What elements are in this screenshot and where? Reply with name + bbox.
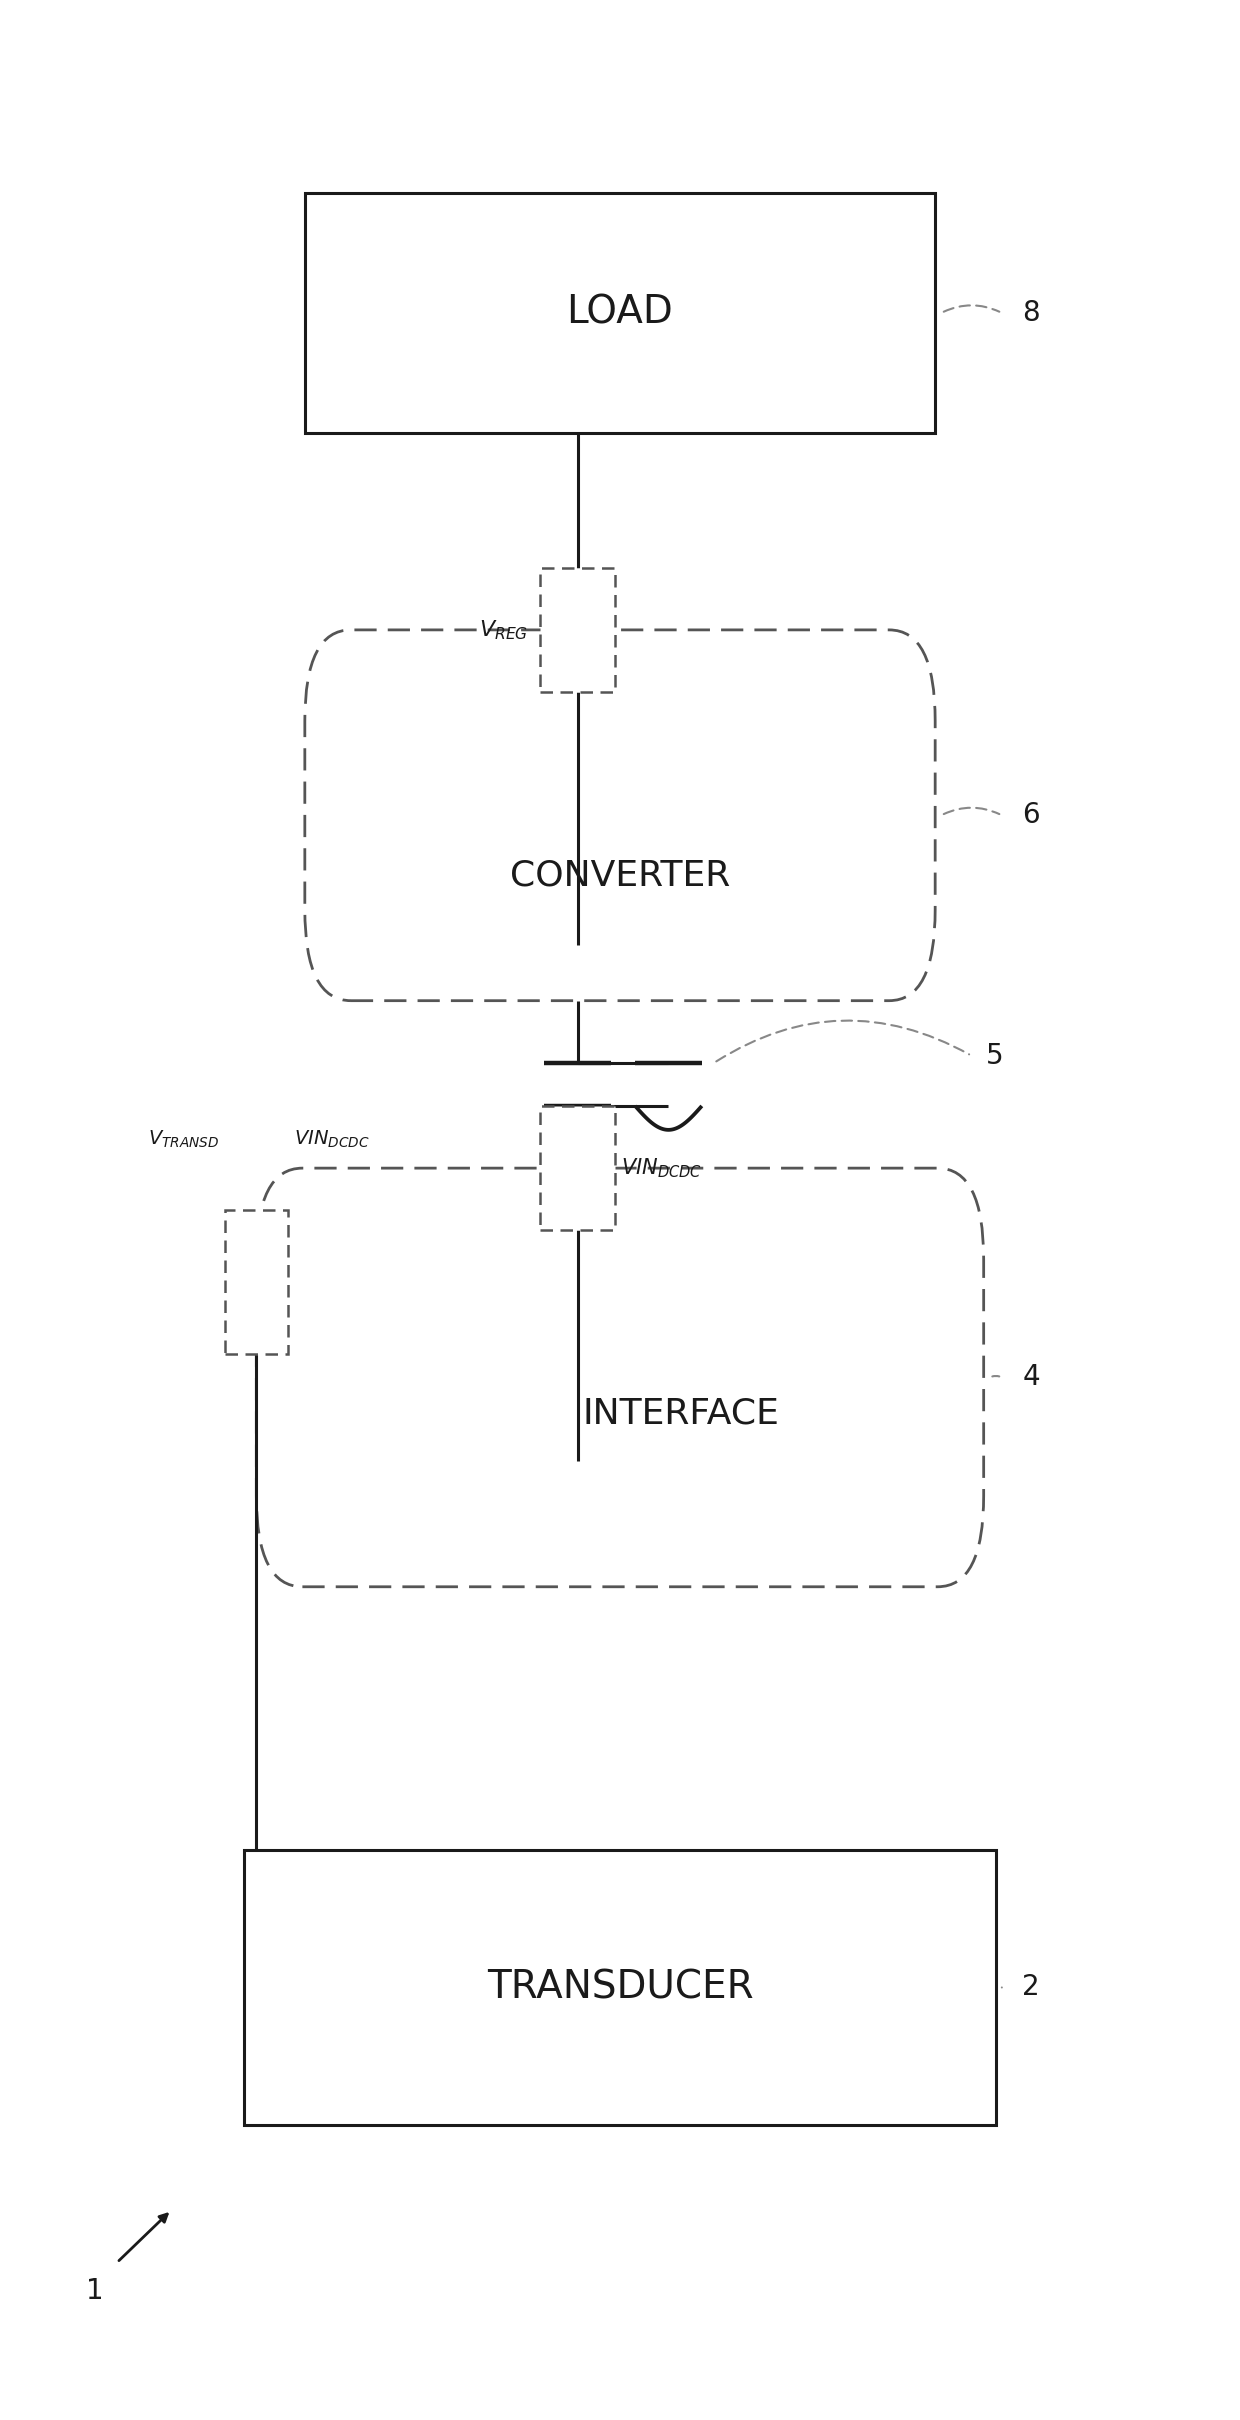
Text: LOAD: LOAD <box>567 293 673 332</box>
Text: $V_{TRANSD}$: $V_{TRANSD}$ <box>148 1128 218 1150</box>
Text: TRANSDUCER: TRANSDUCER <box>486 1967 754 2006</box>
Text: 1: 1 <box>87 2277 104 2306</box>
Text: $VIN_{DCDC}$: $VIN_{DCDC}$ <box>294 1128 370 1150</box>
Text: $V_{REG}$: $V_{REG}$ <box>479 617 528 641</box>
FancyBboxPatch shape <box>305 629 935 1002</box>
Bar <box>224 1210 288 1353</box>
Text: 6: 6 <box>1023 801 1040 830</box>
Text: CONVERTER: CONVERTER <box>510 859 730 893</box>
FancyBboxPatch shape <box>257 1169 983 1588</box>
Bar <box>539 569 615 692</box>
Text: 4: 4 <box>1023 1362 1040 1391</box>
Bar <box>305 194 935 433</box>
Text: 5: 5 <box>986 1041 1003 1070</box>
Bar <box>244 1849 996 2125</box>
Text: INTERFACE: INTERFACE <box>582 1396 779 1430</box>
Text: 8: 8 <box>1023 300 1040 327</box>
Bar <box>539 1106 615 1229</box>
Text: $VIN_{DCDC}$: $VIN_{DCDC}$ <box>621 1157 702 1181</box>
Text: 2: 2 <box>1023 1972 1040 2001</box>
